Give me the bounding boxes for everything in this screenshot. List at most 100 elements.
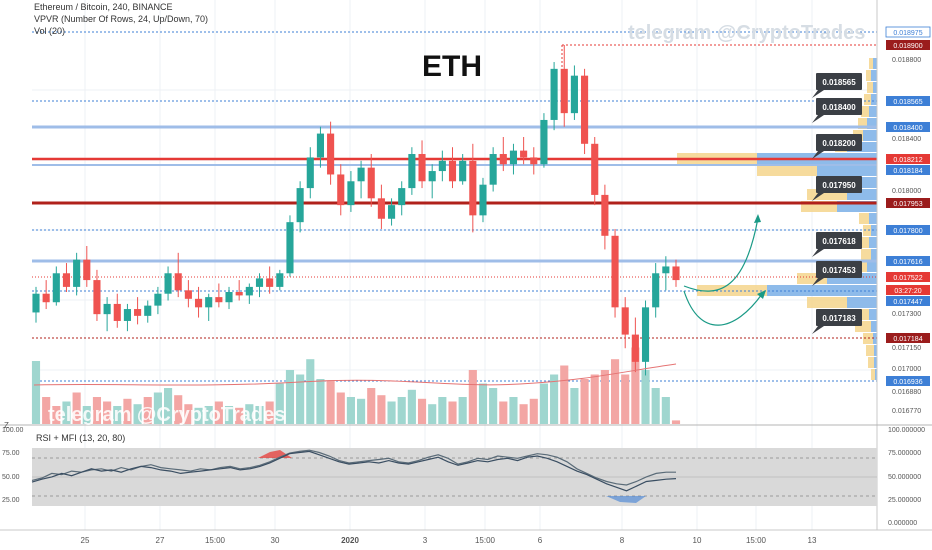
price-tag-label-8: 0.017616 [893,259,922,266]
vpvr-down-14 [863,225,871,236]
candle-body-42 [459,160,467,182]
volume-bar-61 [651,388,660,424]
volume-bar-57 [610,359,620,424]
candle-body-1 [42,293,50,303]
candle-body-40 [438,160,446,172]
candle-body-32 [357,167,365,182]
volume-bar-36 [397,397,406,424]
price-tag-box-3 [886,122,930,132]
callout-label-2: 0.018200 [822,139,856,148]
vpvr-up-21 [869,309,877,320]
time-tick-9: 10 [693,536,702,545]
volume-bar-52 [560,365,569,424]
vpvr-down-22 [855,321,871,332]
candle-body-63 [672,266,680,281]
vpvr-down-12 [801,201,837,212]
volume-bar-8 [113,406,122,424]
candle-body-51 [550,68,558,120]
vpvr-down-20 [807,297,847,308]
rsi-oversold-fill [606,496,646,503]
volume-bar-1 [42,397,51,424]
indicator-vpvr[interactable]: VPVR (Number Of Rows, 24, Up/Down, 70) [34,14,209,24]
price-tag-box-11 [886,296,930,306]
candle-body-5 [83,259,91,281]
volume-bar-53 [570,388,579,424]
volume-bar-54 [580,379,589,424]
volume-bar-26 [296,374,305,424]
vpvr-down-16 [861,249,871,260]
volume-bar-24 [275,383,284,424]
price-tag-box-8 [886,256,930,266]
callout-box-0 [816,73,862,90]
vpvr-up-1 [871,70,877,81]
price-tag-box-2 [886,96,930,106]
volume-bar-47 [509,397,518,424]
volume-bar-55 [590,374,599,424]
vpvr-down-9 [757,165,817,176]
volume-bar-20 [235,407,244,424]
volume-bar-4 [72,392,81,424]
candle-body-55 [591,143,599,195]
volume-bar-49 [529,398,538,424]
price-tag-label-3: 0.018400 [893,125,922,132]
callout-label-5: 0.017453 [822,266,856,275]
callout-pointer-6 [812,326,824,334]
callout-box-6 [816,309,862,326]
candle-body-53 [570,75,578,114]
vpvr-up-5 [867,118,877,129]
vpvr-down-0 [869,58,873,69]
time-tick-2: 15:00 [205,536,226,545]
vpvr-down-24 [866,345,874,356]
volume-bar-40 [438,397,447,424]
candle-body-22 [255,278,264,287]
callout-pointer-0 [812,90,824,98]
candle-body-24 [276,273,284,287]
volume-bar-7 [103,401,112,424]
projection-arrow-up-head [754,214,761,223]
price-tag-box-1 [886,40,930,50]
time-tick-7: 6 [538,536,543,545]
price-tick-5: 0.017000 [892,366,921,373]
price-tag-label-10: 03:27:20 [894,288,921,295]
candle-body-6 [93,280,101,315]
volume-bar-56 [600,370,609,424]
volume-bar-14 [174,395,183,424]
volume-bar-9 [123,398,132,424]
indicator-volume[interactable]: Vol (20) [34,26,66,36]
time-tick-1: 27 [156,536,165,545]
price-tag-label-13: 0.016936 [893,379,922,386]
volume-bar-43 [468,370,477,424]
candle-body-25 [286,222,294,274]
callout-label-4: 0.017618 [822,237,856,246]
callout-pointer-2 [812,151,824,159]
callout-box-1 [816,98,862,115]
candle-body-41 [448,160,457,182]
price-tag-label-5: 0.018184 [893,168,922,175]
price-tags: 0.018975 0.018900 0.018565 0.018400 0.018212… [885,26,931,386]
volume-bar-58 [621,374,630,424]
callout-label-0: 0.018565 [822,78,856,87]
candle-body-46 [499,154,507,165]
candle-body-23 [266,278,274,287]
callout-box-4 [816,232,862,249]
symbol-title[interactable]: Ethereum / Bitcoin, 240, BINANCE [34,2,173,12]
candle-body-49 [530,157,538,165]
pane-corner-z[interactable]: Z [4,421,9,430]
rsi-left-tick-0: 100.00 [2,427,24,434]
vpvr-up-24 [874,345,877,356]
candle-body-57 [611,235,619,308]
volume-bar-59 [631,347,640,424]
candle-body-19 [225,292,233,303]
rsi-left-axis: 100.00 75.00 50.00 25.00 [2,427,24,504]
volume-ma-line [33,363,677,386]
projection-arrow-dip [683,290,763,326]
volume-bar-11 [143,397,152,424]
candle-body-31 [347,181,355,206]
time-tick-5: 3 [423,536,428,545]
vpvr-down-5 [858,118,867,129]
vpvr-up-4 [869,106,877,117]
rsi-left-tick-3: 25.00 [2,497,20,504]
candle-body-48 [520,150,528,158]
rsi-axis: 100.000000 75.000000 50.000000 25.000000 0.0… [888,427,925,527]
